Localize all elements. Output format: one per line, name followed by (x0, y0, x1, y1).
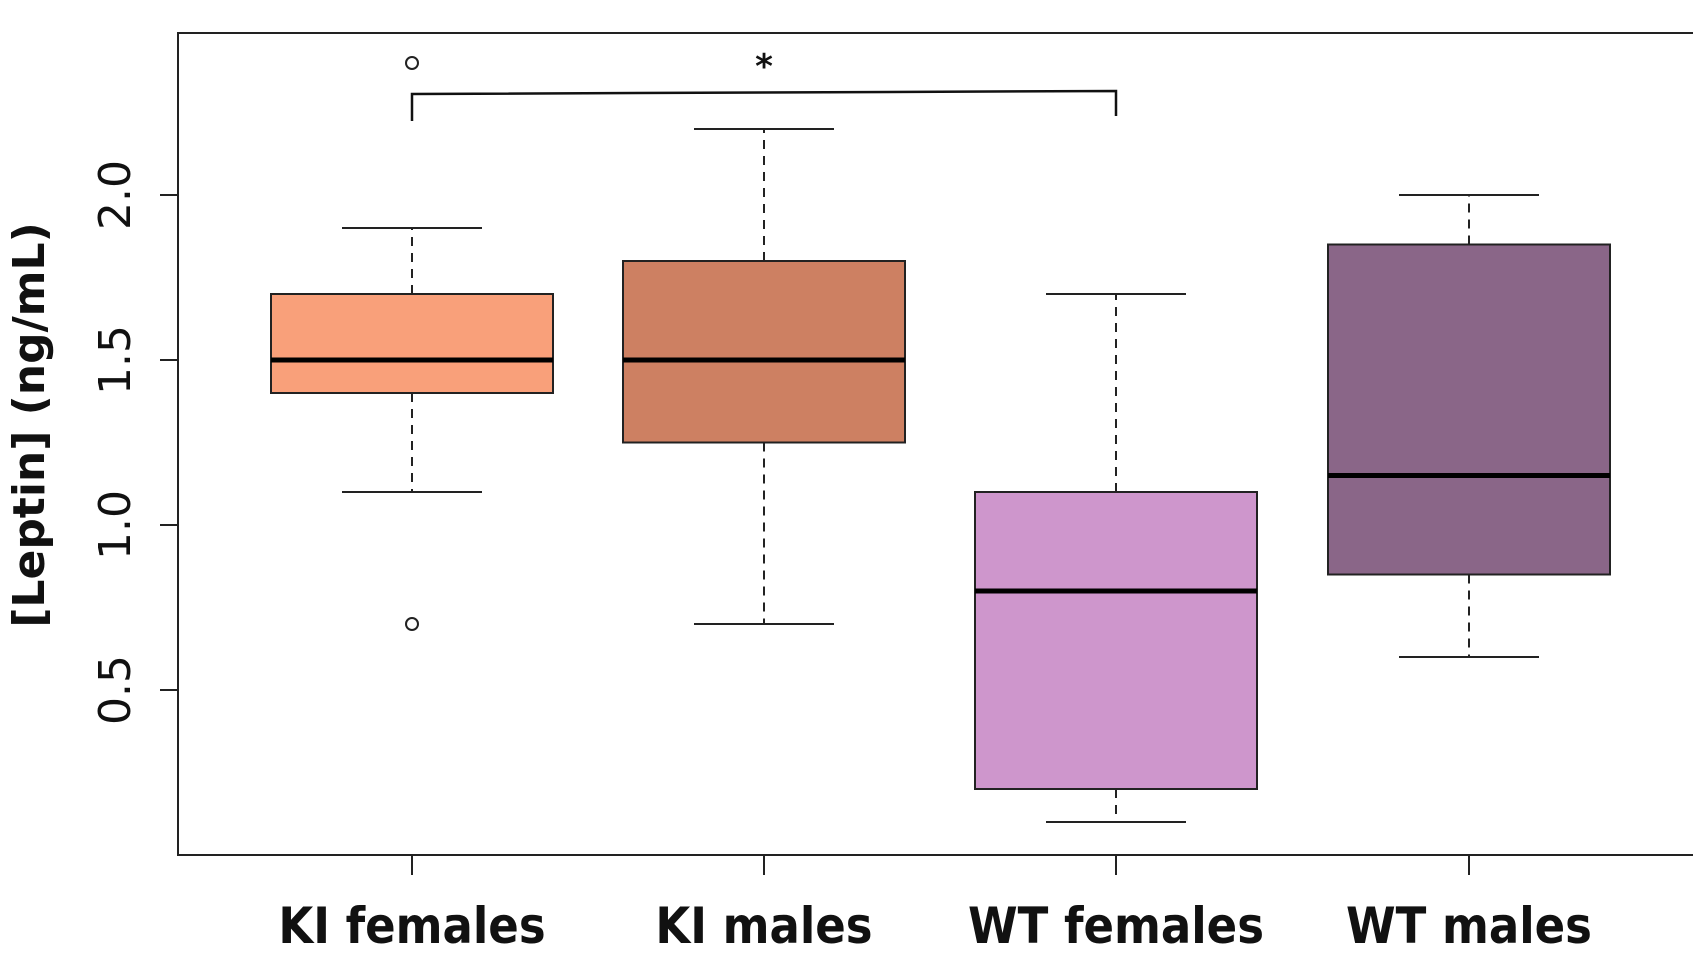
x-category-label: WT males (1346, 897, 1592, 955)
plot-frame (177, 32, 1693, 856)
outlier-point (405, 56, 419, 70)
box-group-wt-females (974, 293, 1258, 823)
y-tick-label: 0.5 (90, 655, 141, 725)
significance-annotation: * (410, 47, 1118, 121)
x-category-label: KI males (655, 897, 872, 955)
boxes-layer (270, 56, 1611, 823)
y-axis-label: [Leptin] (ng/mL) (4, 222, 55, 627)
y-tick-label: 1.5 (90, 325, 141, 395)
box-group-ki-females (270, 56, 554, 631)
significance-marker: * (755, 47, 773, 87)
box-group-ki-males (622, 128, 906, 625)
x-axis: KI females KI males WT females WT males (278, 855, 1592, 955)
significance-bracket (410, 89, 1118, 121)
x-category-label: WT females (968, 897, 1264, 955)
box-iqr (622, 260, 906, 444)
outlier-point (405, 617, 419, 631)
box-iqr (270, 293, 554, 394)
box-iqr (1327, 243, 1611, 576)
y-tick-label: 1.0 (90, 490, 141, 560)
y-axis: 0.5 1.0 1.5 2.0 (90, 160, 178, 725)
x-category-label: KI females (278, 897, 545, 955)
box-group-wt-males (1327, 194, 1611, 658)
box-iqr (974, 491, 1258, 790)
y-tick-label: 2.0 (90, 160, 141, 230)
